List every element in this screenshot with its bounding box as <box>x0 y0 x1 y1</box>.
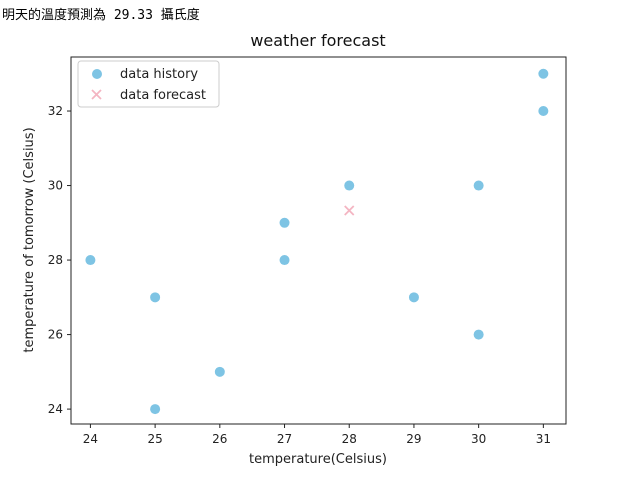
legend: data history data forecast <box>77 60 220 108</box>
y-tick-label: 28 <box>48 253 63 267</box>
x-tick-label: 30 <box>471 432 486 446</box>
chart-title: weather forecast <box>250 31 385 50</box>
history-point <box>214 366 225 377</box>
legend-marker-forecast <box>91 89 102 100</box>
history-point <box>473 329 484 340</box>
legend-label-history: data history <box>120 67 198 82</box>
history-point <box>150 404 161 415</box>
axis-ticks: 24 25 26 27 28 29 30 31 24 26 28 30 32 <box>48 104 551 446</box>
history-point <box>150 292 161 303</box>
legend-marker-history <box>92 69 102 79</box>
legend-label-forecast: data forecast <box>120 88 206 103</box>
x-axis-label: temperature(Celsius) <box>249 452 387 467</box>
x-tick-label: 24 <box>83 432 98 446</box>
y-tick-label: 30 <box>48 179 63 193</box>
y-tick-label: 24 <box>48 402 63 416</box>
x-tick-label: 31 <box>536 432 551 446</box>
history-point <box>85 255 96 266</box>
history-point <box>538 106 549 117</box>
x-tick-label: 25 <box>147 432 162 446</box>
y-tick-label: 26 <box>48 328 63 342</box>
history-point <box>344 180 355 191</box>
x-tick-label: 29 <box>406 432 421 446</box>
x-tick-label: 28 <box>342 432 357 446</box>
history-point <box>538 68 549 79</box>
history-point <box>279 217 290 228</box>
data-points <box>85 68 549 415</box>
y-tick-label: 32 <box>48 104 63 118</box>
x-tick-label: 26 <box>212 432 227 446</box>
history-point <box>279 255 290 266</box>
y-axis-label: temperature of tomorrow (Celsius) <box>22 127 37 352</box>
legend-box <box>77 60 220 108</box>
output-text: 明天的溫度預測為 29.33 攝氏度 <box>2 8 200 23</box>
plot-area <box>70 56 567 425</box>
history-point <box>473 180 484 191</box>
forecast-point <box>344 205 355 216</box>
x-tick-label: 27 <box>277 432 292 446</box>
history-point <box>408 292 419 303</box>
